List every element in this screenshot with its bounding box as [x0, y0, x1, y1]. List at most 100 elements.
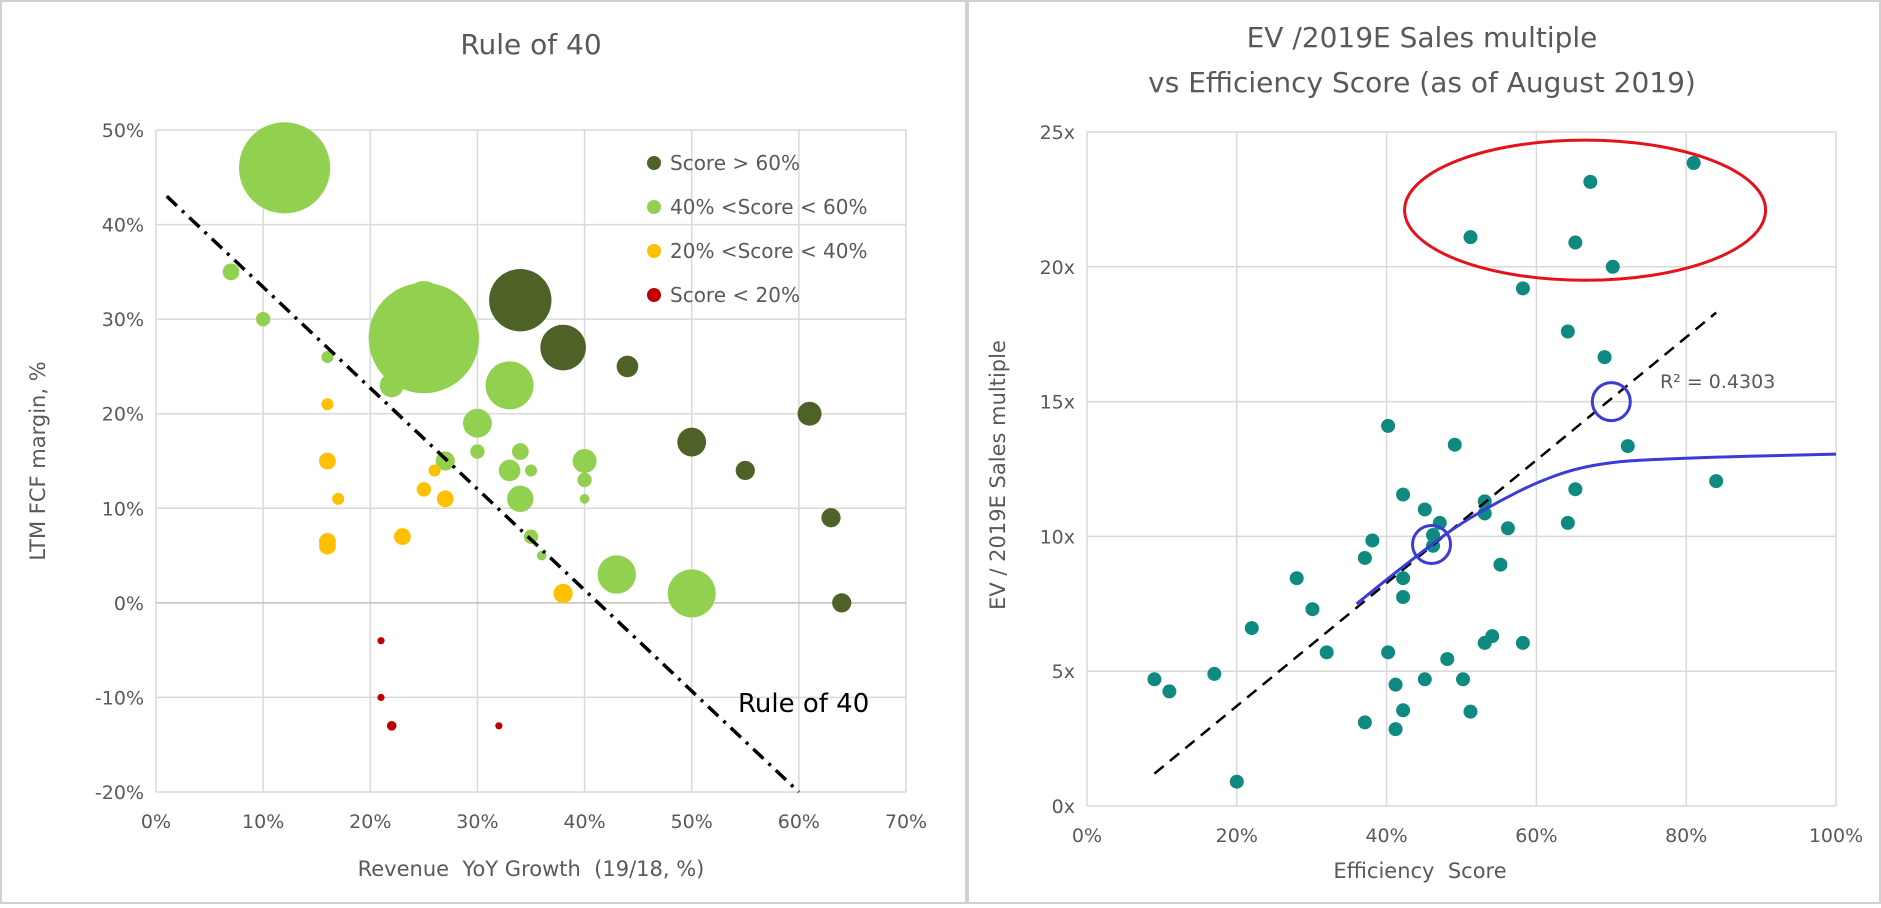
data-point	[1162, 684, 1177, 699]
x-tick-label: 40%	[563, 811, 605, 833]
bubble	[238, 122, 331, 214]
data-point	[1560, 324, 1575, 339]
highlight-circles	[1411, 381, 1632, 565]
y-tick-label: 10%	[102, 498, 144, 520]
bubble	[319, 537, 336, 555]
y-tick-label: 50%	[102, 120, 144, 142]
right-y-axis-title: EV / 2019E Sales multiple	[986, 340, 1010, 610]
bubble	[394, 528, 411, 546]
data-point	[1485, 629, 1500, 644]
x-tick-label: 50%	[671, 811, 713, 833]
bubble	[463, 408, 492, 438]
data-point	[1560, 515, 1575, 530]
legend-label: Score < 20%	[670, 283, 800, 307]
bubble	[597, 555, 636, 594]
data-point	[1447, 437, 1462, 452]
bubble	[222, 263, 240, 281]
data-point	[1515, 635, 1530, 650]
data-point	[1207, 666, 1222, 681]
data-point	[1244, 621, 1259, 636]
bubble	[735, 460, 755, 481]
y-tick-label: 30%	[102, 309, 144, 331]
data-point	[1381, 645, 1396, 660]
right-y-tick-labels: 0x 5x 10x 15x 20x 25x	[1040, 122, 1075, 818]
data-point	[1147, 672, 1162, 687]
bubble	[797, 401, 822, 426]
bubble	[485, 361, 534, 410]
legend-label: Score > 60%	[670, 151, 800, 175]
data-point	[1381, 418, 1396, 433]
data-point	[1289, 571, 1304, 586]
legend-label: 20% <Score < 40%	[670, 239, 868, 263]
y-tick-label: 20x	[1040, 257, 1075, 279]
legend-marker	[647, 200, 661, 214]
right-chart-title-line2: vs Efficiency Score (as of August 2019)	[1148, 66, 1696, 99]
x-tick-label: 20%	[1216, 825, 1258, 847]
bubble	[498, 459, 521, 482]
bubble	[511, 443, 529, 460]
y-tick-label: 10x	[1040, 526, 1075, 548]
data-point	[1568, 235, 1583, 250]
data-point	[1388, 722, 1403, 737]
data-point	[1463, 230, 1478, 245]
bubble	[616, 355, 639, 378]
legend: Score > 60% 40% <Score < 60% 20% <Score < …	[647, 151, 868, 307]
data-point	[1396, 487, 1411, 502]
data-point	[1365, 533, 1380, 548]
ev-sales-vs-efficiency-chart: EV /2019E Sales multiple vs Efficiency S…	[986, 21, 1863, 883]
y-tick-label: 20%	[102, 404, 144, 426]
x-tick-label: 10%	[242, 811, 284, 833]
bubble	[416, 482, 432, 497]
y-tick-label: 25x	[1040, 122, 1075, 144]
bubble	[321, 398, 334, 411]
left-x-tick-labels: 0% 10% 20% 30% 40% 50% 60% 70%	[141, 811, 927, 833]
data-point	[1500, 521, 1515, 536]
bubble	[470, 444, 485, 459]
x-tick-label: 30%	[456, 811, 498, 833]
y-tick-label: 40%	[102, 215, 144, 237]
bubble	[832, 593, 852, 613]
bubble	[377, 693, 385, 702]
bubble	[667, 569, 716, 618]
bubble	[321, 350, 334, 363]
data-point	[1229, 774, 1244, 789]
y-tick-label: -20%	[95, 782, 144, 804]
data-point	[1583, 174, 1598, 189]
r-squared-label: R² = 0.4303	[1660, 371, 1775, 393]
left-y-tick-labels: -20% -10% 0% 10% 20% 30% 40% 50%	[95, 120, 144, 804]
x-tick-label: 0%	[1072, 825, 1102, 847]
legend-marker	[647, 288, 661, 302]
x-tick-label: 70%	[885, 811, 927, 833]
right-x-tick-labels: 0% 20% 40% 60% 80% 100%	[1072, 825, 1863, 847]
y-tick-label: 0%	[114, 593, 144, 615]
data-point	[1605, 259, 1620, 274]
data-point	[1493, 557, 1508, 572]
x-tick-label: 80%	[1665, 825, 1707, 847]
right-chart-frame	[967, 0, 1881, 904]
bubble	[436, 490, 454, 508]
rule-of-40-line	[165, 194, 801, 794]
bubble	[428, 464, 441, 477]
y-tick-label: -10%	[95, 687, 144, 709]
bubble	[525, 464, 537, 477]
outlier-ellipse	[1403, 138, 1768, 282]
bubble	[677, 427, 707, 457]
x-tick-label: 100%	[1809, 825, 1863, 847]
bubble	[507, 485, 534, 513]
data-point	[1568, 482, 1583, 497]
bubble	[319, 452, 336, 470]
y-tick-label: 5x	[1052, 661, 1075, 683]
highlight-circle	[1411, 523, 1453, 565]
bubble	[332, 492, 345, 505]
right-chart-title-line1: EV /2019E Sales multiple	[1247, 21, 1598, 54]
data-point	[1440, 652, 1455, 667]
left-chart-title: Rule of 40	[460, 28, 601, 61]
data-point	[1426, 528, 1441, 543]
x-tick-label: 60%	[778, 811, 820, 833]
bubble	[523, 529, 539, 544]
right-x-axis-title: Efficiency Score	[1333, 859, 1506, 883]
data-point	[1396, 590, 1411, 605]
legend-label: 40% <Score < 60%	[670, 195, 868, 219]
bubble	[368, 282, 480, 394]
